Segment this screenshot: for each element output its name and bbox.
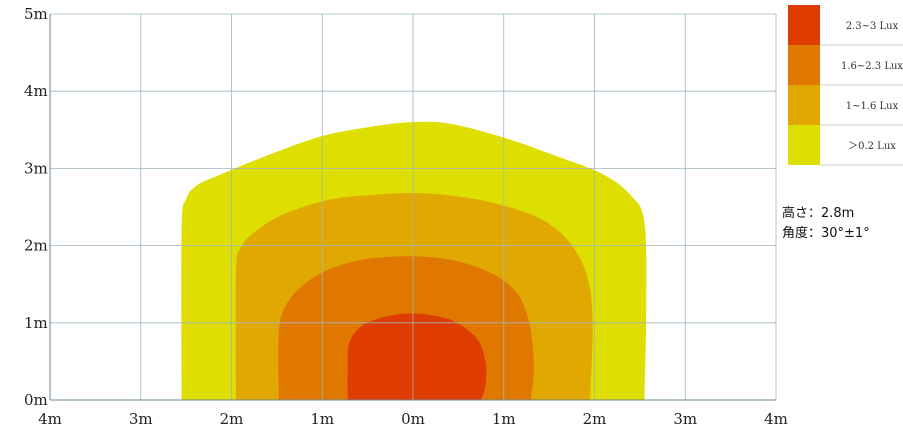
install-height: 高さ：2.8m xyxy=(782,206,855,221)
y-tick-label: 5m xyxy=(24,5,48,23)
y-tick-label: 4m xyxy=(24,82,48,100)
legend-label-0: 2.3~3 Lux xyxy=(846,21,899,32)
y-tick-label: 1m xyxy=(24,314,48,332)
x-tick-label: 4m xyxy=(764,410,788,428)
x-tick-label: 1m xyxy=(310,410,334,428)
legend-swatch-3 xyxy=(788,125,820,165)
x-tick-label: 1m xyxy=(492,410,516,428)
x-axis-ticks: 4m 3m 2m 1m 0m 1m 2m 3m 4m xyxy=(38,410,788,428)
y-axis-ticks: 0m 1m 2m 3m 4m 5m xyxy=(24,5,48,409)
x-tick-label: 2m xyxy=(583,410,607,428)
x-tick-label: 4m xyxy=(38,410,62,428)
legend-swatch-2 xyxy=(788,85,820,125)
legend-swatch-0 xyxy=(788,5,820,45)
lux-area-3 xyxy=(347,313,487,400)
x-tick-label: 3m xyxy=(129,410,153,428)
x-tick-label: 2m xyxy=(220,410,244,428)
legend-label-1: 1.6~2.3 Lux xyxy=(841,61,903,72)
y-tick-label: 0m xyxy=(24,391,48,409)
x-tick-label: 0m xyxy=(401,410,425,428)
legend-swatch-1 xyxy=(788,45,820,85)
x-tick-label: 3m xyxy=(673,410,697,428)
chart-grid xyxy=(49,13,777,401)
legend-label-3: ＞0.2 Lux xyxy=(848,141,896,152)
y-tick-label: 3m xyxy=(24,159,48,177)
chart-legend: 2.3~3 Lux 1.6~2.3 Lux 1~1.6 Lux ＞0.2 Lux xyxy=(788,5,903,166)
lux-areas xyxy=(181,121,647,400)
y-tick-label: 2m xyxy=(24,237,48,255)
legend-label-2: 1~1.6 Lux xyxy=(846,101,899,112)
install-note: 高さ：2.8m 角度：30°±1° xyxy=(782,204,870,244)
install-angle: 角度：30°±1° xyxy=(782,226,870,241)
